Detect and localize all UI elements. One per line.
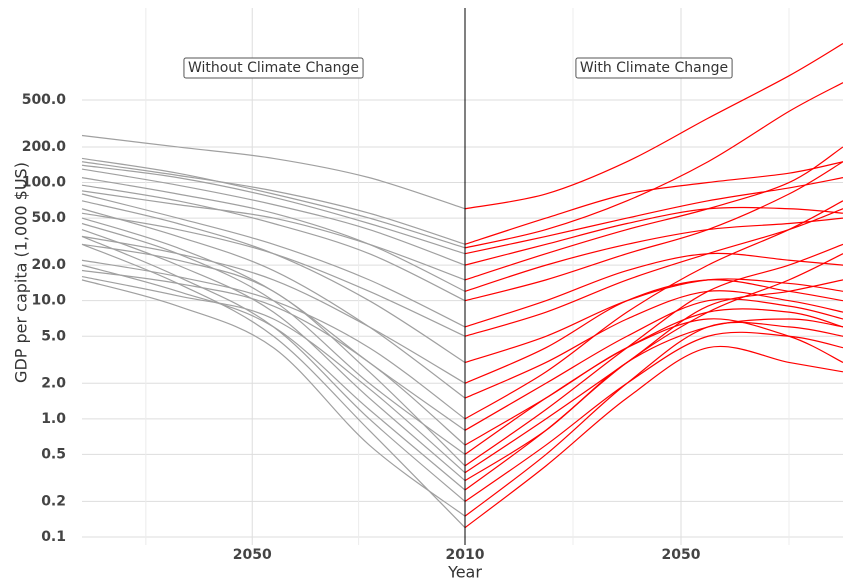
series-line bbox=[464, 308, 843, 455]
grid bbox=[82, 8, 843, 545]
y-tick-label: 500.0 bbox=[22, 92, 67, 108]
series-line bbox=[81, 208, 466, 399]
panel-title: With Climate Change bbox=[580, 60, 728, 76]
panel-title-box bbox=[575, 57, 733, 79]
y-tick-label: 20.0 bbox=[31, 257, 66, 273]
series-line bbox=[464, 200, 843, 420]
panel-title: Without Climate Change bbox=[188, 60, 359, 76]
series-line bbox=[81, 243, 466, 467]
y-tick-label: 100.0 bbox=[22, 175, 67, 191]
series-line bbox=[464, 253, 843, 491]
series-line bbox=[81, 243, 466, 529]
series-line bbox=[464, 298, 843, 431]
series-line bbox=[81, 164, 466, 255]
series-line bbox=[81, 177, 466, 292]
series-line bbox=[464, 161, 843, 245]
series-line bbox=[464, 331, 843, 502]
series-line bbox=[81, 235, 466, 502]
series-line bbox=[81, 212, 466, 337]
series-line bbox=[81, 184, 466, 302]
y-tick-label: 2.0 bbox=[41, 375, 66, 391]
series-line bbox=[464, 321, 843, 517]
y-tick-label: 200.0 bbox=[22, 139, 67, 155]
series-line bbox=[81, 134, 466, 210]
series-line bbox=[464, 161, 843, 302]
series-line bbox=[81, 259, 466, 420]
series-line bbox=[81, 190, 466, 281]
series-line bbox=[464, 318, 843, 446]
x-tick-label: 2010 bbox=[446, 547, 485, 563]
lines bbox=[81, 43, 843, 529]
series-line bbox=[464, 82, 843, 249]
series-line bbox=[464, 206, 843, 266]
series-line bbox=[81, 193, 466, 328]
series-line bbox=[81, 279, 466, 517]
panel-title-box bbox=[183, 57, 364, 79]
series-line bbox=[81, 235, 466, 384]
series-line bbox=[464, 208, 843, 337]
series-line bbox=[464, 177, 843, 255]
y-tick-label: 0.2 bbox=[41, 493, 66, 509]
series-line bbox=[81, 168, 466, 266]
x-axis-label: Year bbox=[447, 563, 482, 582]
series-line bbox=[464, 279, 843, 474]
series-line bbox=[81, 161, 466, 245]
x-tick-label: 2050 bbox=[233, 547, 272, 563]
y-tick-label: 50.0 bbox=[31, 210, 66, 226]
series-line bbox=[81, 269, 466, 446]
series-line bbox=[81, 228, 466, 482]
y-tick-label: 5.0 bbox=[41, 328, 66, 344]
y-tick-label: 0.5 bbox=[41, 446, 66, 462]
y-tick-label: 1.0 bbox=[41, 411, 66, 427]
series-line bbox=[464, 278, 843, 364]
series-line bbox=[464, 43, 843, 210]
series-line bbox=[464, 243, 843, 467]
series-line bbox=[81, 264, 466, 491]
y-tick-label: 0.1 bbox=[41, 529, 66, 545]
series-line bbox=[81, 157, 466, 249]
x-tick-label: 2050 bbox=[662, 547, 701, 563]
series-line bbox=[464, 146, 843, 281]
overlay: 0.1 0.2 0.5 1.0 2.0 5.0 10.0 20.0 50.0 100.0 200.0… bbox=[12, 8, 733, 582]
series-line bbox=[464, 252, 843, 328]
series-line bbox=[464, 345, 843, 529]
series-line bbox=[464, 290, 843, 399]
y-tick-label: 10.0 bbox=[31, 293, 66, 309]
series-line bbox=[464, 217, 843, 292]
series-line bbox=[81, 275, 466, 474]
y-axis-label: GDP per capita (1,000 $US) bbox=[12, 162, 31, 383]
